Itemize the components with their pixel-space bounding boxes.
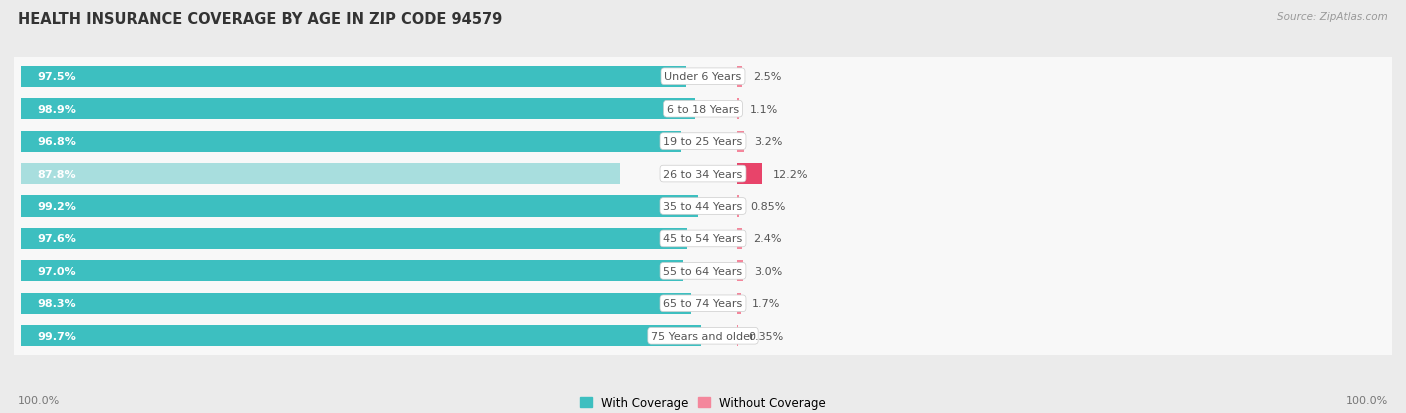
Bar — [21, 99, 696, 120]
Text: 45 to 54 Years: 45 to 54 Years — [664, 234, 742, 244]
Text: 1.7%: 1.7% — [751, 299, 780, 309]
Text: 3.0%: 3.0% — [754, 266, 782, 276]
FancyBboxPatch shape — [13, 220, 1393, 258]
Bar — [21, 164, 620, 185]
Text: 6 to 18 Years: 6 to 18 Years — [666, 104, 740, 114]
Text: 35 to 44 Years: 35 to 44 Years — [664, 202, 742, 211]
Text: 96.8%: 96.8% — [37, 137, 76, 147]
Text: 0.85%: 0.85% — [749, 202, 785, 211]
Text: HEALTH INSURANCE COVERAGE BY AGE IN ZIP CODE 94579: HEALTH INSURANCE COVERAGE BY AGE IN ZIP … — [18, 12, 502, 27]
FancyBboxPatch shape — [13, 123, 1393, 161]
Bar — [21, 66, 686, 88]
Bar — [737, 228, 742, 249]
Text: 98.9%: 98.9% — [37, 104, 76, 114]
Bar — [21, 228, 686, 249]
Text: 19 to 25 Years: 19 to 25 Years — [664, 137, 742, 147]
Text: Under 6 Years: Under 6 Years — [665, 72, 741, 82]
Text: 99.7%: 99.7% — [37, 331, 76, 341]
Text: 98.3%: 98.3% — [37, 299, 76, 309]
Text: 0.35%: 0.35% — [749, 331, 785, 341]
FancyBboxPatch shape — [13, 252, 1393, 290]
Text: 3.2%: 3.2% — [755, 137, 783, 147]
Bar — [737, 164, 762, 185]
FancyBboxPatch shape — [13, 317, 1393, 355]
Text: 97.0%: 97.0% — [37, 266, 76, 276]
Bar — [21, 131, 681, 152]
Bar — [737, 131, 744, 152]
Text: 87.8%: 87.8% — [37, 169, 76, 179]
Text: 26 to 34 Years: 26 to 34 Years — [664, 169, 742, 179]
Text: Source: ZipAtlas.com: Source: ZipAtlas.com — [1277, 12, 1388, 22]
Bar — [737, 293, 741, 314]
Bar — [737, 66, 742, 88]
Bar — [737, 99, 740, 120]
Text: 55 to 64 Years: 55 to 64 Years — [664, 266, 742, 276]
Text: 65 to 74 Years: 65 to 74 Years — [664, 299, 742, 309]
FancyBboxPatch shape — [13, 90, 1393, 129]
FancyBboxPatch shape — [13, 284, 1393, 323]
Bar — [737, 261, 744, 282]
Text: 100.0%: 100.0% — [1346, 395, 1388, 405]
Text: 99.2%: 99.2% — [37, 202, 76, 211]
Text: 1.1%: 1.1% — [751, 104, 779, 114]
Text: 75 Years and older: 75 Years and older — [651, 331, 755, 341]
FancyBboxPatch shape — [13, 58, 1393, 96]
FancyBboxPatch shape — [13, 155, 1393, 193]
Bar — [21, 261, 682, 282]
Text: 2.4%: 2.4% — [754, 234, 782, 244]
Bar — [21, 293, 692, 314]
Text: 97.6%: 97.6% — [37, 234, 76, 244]
Bar — [737, 196, 738, 217]
Text: 12.2%: 12.2% — [773, 169, 808, 179]
Legend: With Coverage, Without Coverage: With Coverage, Without Coverage — [575, 392, 831, 413]
Bar — [21, 196, 697, 217]
Text: 100.0%: 100.0% — [18, 395, 60, 405]
Bar — [21, 325, 702, 347]
Text: 97.5%: 97.5% — [37, 72, 76, 82]
Text: 2.5%: 2.5% — [754, 72, 782, 82]
FancyBboxPatch shape — [13, 187, 1393, 226]
